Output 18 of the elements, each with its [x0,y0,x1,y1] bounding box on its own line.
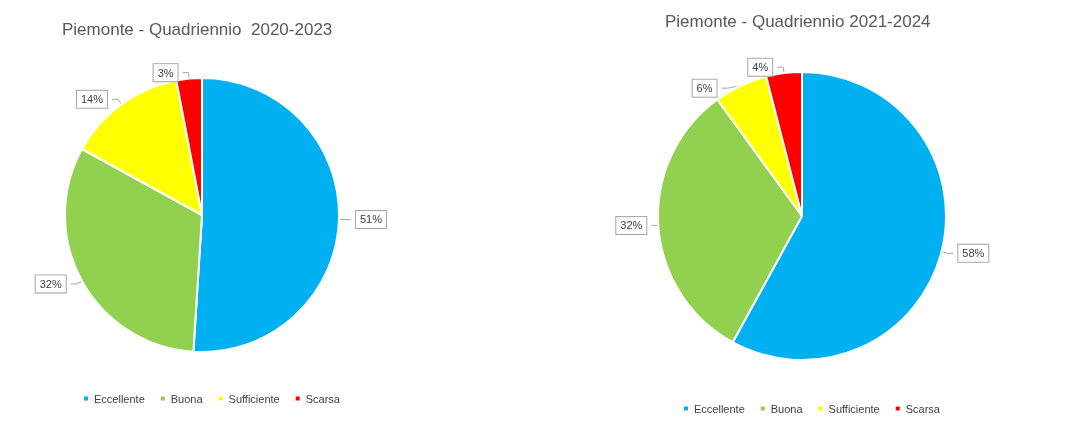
legend-label: Buona [170,392,204,405]
data-label: 4% [752,61,769,74]
legend-label: Eccellente [694,402,745,415]
chart-title: Piemonte - Quadriennio 2021-2024 [665,12,931,31]
legend-label: Scarsa [305,392,341,405]
data-label: 3% [157,66,174,79]
data-label: 32% [39,277,62,290]
legend-label: Scarsa [905,402,941,415]
legend-label: Sufficiente [828,402,880,415]
legend-label: Sufficiente [228,392,280,405]
chart-title: Piemonte - Quadriennio 2020-2023 [62,20,333,39]
data-label: 58% [962,247,985,260]
legend-label: Buona [770,402,804,415]
data-label: 6% [696,82,713,95]
data-label: 51% [359,213,383,226]
data-label: 14% [80,93,104,106]
legend-label: Eccellente [94,392,145,405]
data-label: 32% [620,219,643,232]
